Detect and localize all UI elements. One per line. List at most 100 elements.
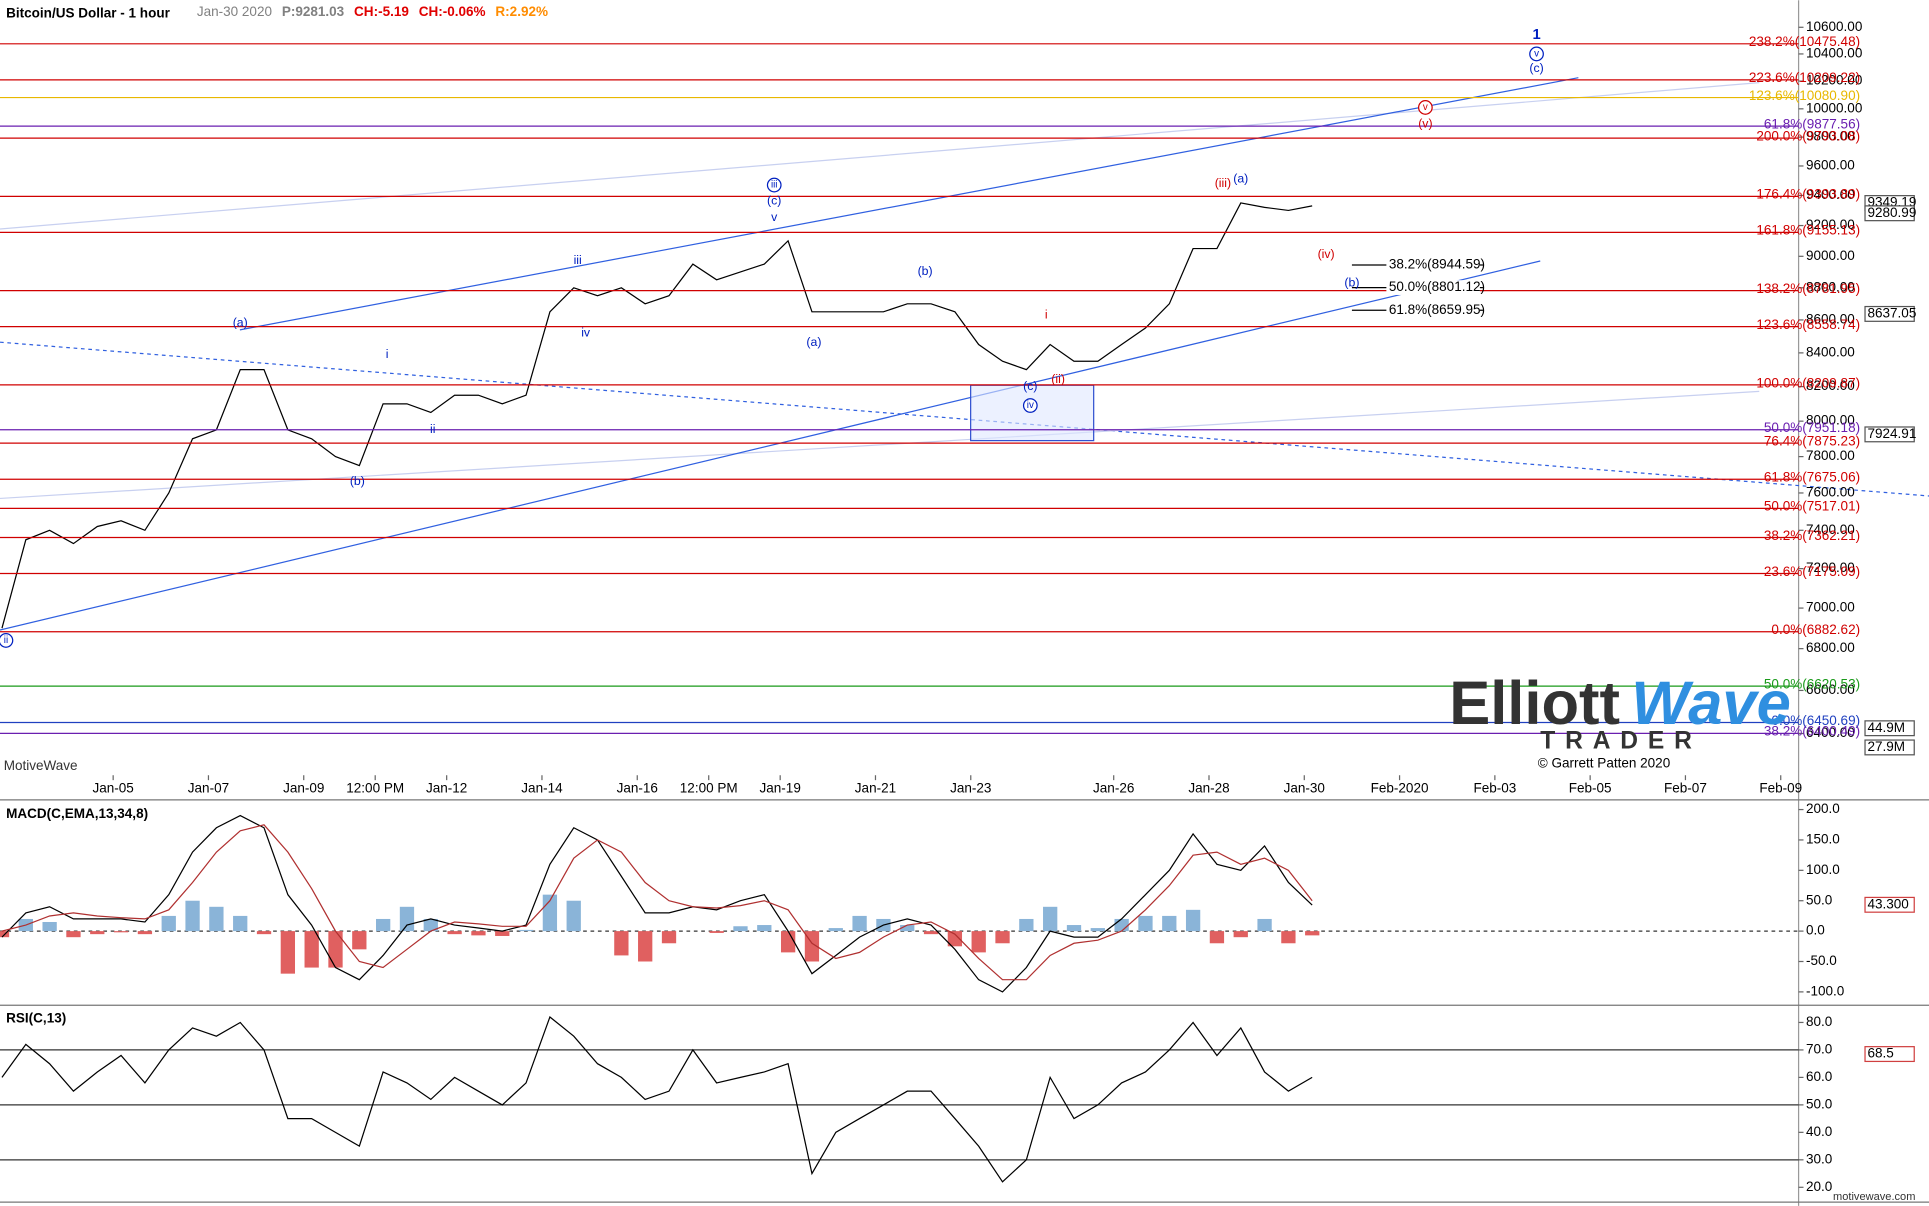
trend-line bbox=[0, 341, 1929, 497]
wave-label: (iii) bbox=[1215, 176, 1231, 190]
value-tag: 9280.99 bbox=[1867, 205, 1916, 220]
histogram-bar bbox=[1281, 931, 1296, 944]
y-tick-label: 6600.00 bbox=[1806, 682, 1855, 697]
fib-label: 38.2%(7362.21) bbox=[1764, 528, 1860, 543]
header-info: CH:-5.19 bbox=[354, 4, 409, 19]
short-fib-bg bbox=[1386, 280, 1480, 295]
short-fib-label: 38.2%(8944.59) bbox=[1389, 257, 1485, 272]
y-tick-label: 7200.00 bbox=[1806, 560, 1855, 575]
histogram-bar bbox=[780, 931, 796, 953]
wave-label: v bbox=[1534, 49, 1539, 60]
histogram-bar bbox=[852, 915, 867, 932]
histogram-bar bbox=[1185, 909, 1201, 932]
indicator-line bbox=[1, 1015, 1313, 1183]
wave-circle bbox=[766, 177, 782, 193]
x-tick-label: Jan-28 bbox=[1188, 780, 1229, 795]
histogram-bar bbox=[1305, 931, 1320, 936]
wave-circle bbox=[0, 633, 14, 648]
histogram-bar bbox=[971, 931, 986, 953]
wave-label: iii bbox=[574, 253, 582, 267]
histogram-bar bbox=[638, 931, 653, 962]
histogram-bar bbox=[1257, 918, 1272, 932]
histogram-bar bbox=[1138, 915, 1153, 932]
wave-label: (v) bbox=[1418, 117, 1432, 131]
y-tick-label: 6400.00 bbox=[1806, 725, 1855, 740]
x-tick-label: Feb-2020 bbox=[1371, 780, 1429, 795]
x-tick-label: Jan-23 bbox=[950, 780, 991, 795]
y-tick-label: 100.0 bbox=[1806, 862, 1840, 877]
value-tag: 8637.05 bbox=[1867, 306, 1916, 321]
fib-label: 76.4%(7875.23) bbox=[1764, 434, 1860, 449]
x-tick-label: 12:00 PM bbox=[346, 780, 404, 795]
trend-line bbox=[0, 390, 1760, 500]
wave-label: iii bbox=[771, 180, 778, 191]
histogram-bar bbox=[352, 931, 367, 950]
y-tick-label: -100.0 bbox=[1806, 983, 1844, 998]
histogram-bar bbox=[375, 918, 391, 932]
y-tick-label: 7400.00 bbox=[1806, 522, 1855, 537]
fib-label: 61.8%(7675.06) bbox=[1764, 470, 1860, 485]
fib-label: 123.6%(8558.74) bbox=[1756, 317, 1860, 332]
y-tick-label: 60.0 bbox=[1806, 1069, 1832, 1084]
channel-line bbox=[239, 77, 1579, 331]
histogram-bar bbox=[923, 931, 939, 935]
histogram-bar bbox=[113, 931, 129, 933]
wave-label: i bbox=[386, 347, 389, 361]
y-tick-label: 8600.00 bbox=[1806, 312, 1855, 327]
x-tick-label: Jan-30 bbox=[1284, 780, 1325, 795]
header-info: R:2.92% bbox=[495, 4, 548, 19]
value-tag-box bbox=[1864, 305, 1915, 322]
y-tick-label: -50.0 bbox=[1806, 953, 1837, 968]
indicator-line bbox=[1, 824, 1313, 981]
fib-label: 200.0%(9793.08) bbox=[1756, 128, 1860, 143]
indicator-line bbox=[1, 814, 1313, 993]
watermark: Elliott Wave TRADER © Garrett Patten 202… bbox=[1449, 669, 1791, 771]
x-tick-label: Jan-07 bbox=[188, 780, 229, 795]
fib-label: 100.0%(8209.87) bbox=[1756, 375, 1860, 390]
value-tag-box bbox=[1864, 720, 1915, 737]
x-tick-label: Jan-26 bbox=[1093, 780, 1134, 795]
wave-label: 1 bbox=[1532, 27, 1540, 43]
histogram-bar bbox=[1090, 928, 1105, 932]
histogram-bar bbox=[304, 931, 319, 968]
y-tick-label: 9600.00 bbox=[1806, 158, 1855, 173]
y-tick-label: 40.0 bbox=[1806, 1124, 1832, 1139]
fib-label: 0.0%(6882.62) bbox=[1771, 622, 1860, 637]
fib-label: 238.2%(10475.48) bbox=[1749, 34, 1860, 49]
fib-label: 223.6%(10209.22) bbox=[1749, 70, 1860, 85]
x-tick-label: Feb-03 bbox=[1473, 780, 1516, 795]
x-tick-label: 12:00 PM bbox=[680, 780, 738, 795]
y-tick-label: 7600.00 bbox=[1806, 485, 1855, 500]
histogram-bar bbox=[1114, 918, 1129, 932]
wave-label: (a) bbox=[1233, 171, 1248, 185]
wave-label: v bbox=[771, 210, 778, 224]
short-fib-label: 50.0%(8801.12) bbox=[1389, 279, 1485, 294]
y-tick-label: 200.0 bbox=[1806, 801, 1840, 816]
y-tick-label: 80.0 bbox=[1806, 1014, 1832, 1029]
fib-label: 138.2%(8781.95) bbox=[1756, 281, 1860, 296]
fib-label: 23.6%(7175.09) bbox=[1764, 564, 1860, 579]
brand: TRADER bbox=[1540, 728, 1702, 755]
header-info: Jan-30 2020 bbox=[197, 4, 272, 19]
histogram-bar bbox=[1043, 906, 1058, 932]
fib-label: 161.8%(9155.13) bbox=[1756, 223, 1860, 238]
histogram-bar bbox=[518, 929, 534, 932]
short-fib-bg bbox=[1386, 302, 1480, 318]
wave-label: (a) bbox=[233, 315, 248, 329]
value-tag: 68.5 bbox=[1867, 1046, 1893, 1061]
x-tick-label: Jan-19 bbox=[760, 780, 801, 795]
wave-circle bbox=[1529, 46, 1544, 62]
histogram-bar bbox=[90, 931, 105, 935]
y-tick-label: 20.0 bbox=[1806, 1179, 1832, 1194]
platform: MotiveWave bbox=[4, 758, 78, 773]
histogram-bar bbox=[828, 928, 843, 932]
short-fib-bg bbox=[1386, 257, 1480, 273]
header-info: P:9281.03 bbox=[282, 4, 345, 19]
wave-label: ii bbox=[4, 635, 8, 646]
histogram-bar bbox=[614, 931, 629, 956]
y-tick-label: 8800.00 bbox=[1806, 279, 1855, 294]
histogram-bar bbox=[42, 921, 57, 932]
y-tick-label: 10600.00 bbox=[1806, 19, 1862, 34]
